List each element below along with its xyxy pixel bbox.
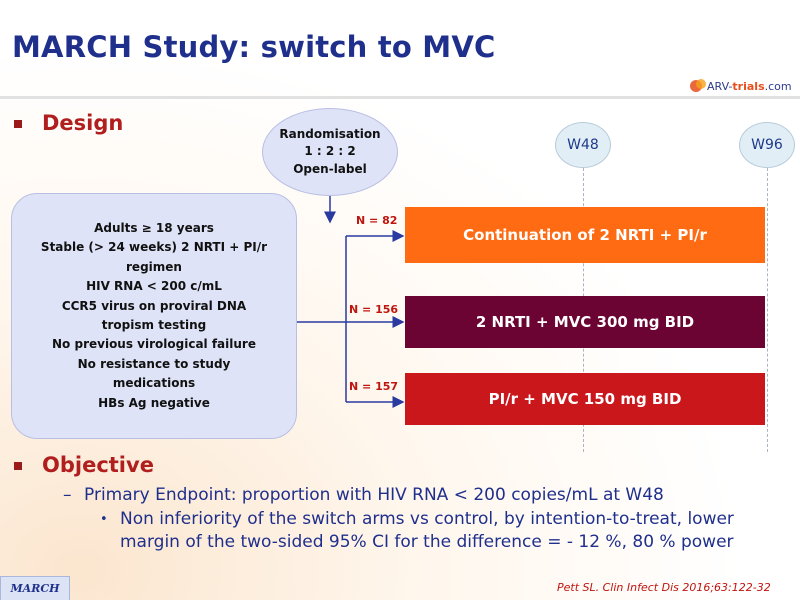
study-tag: MARCH	[0, 576, 70, 600]
randomisation-label: Randomisation	[279, 126, 381, 141]
eligibility-line: HIV RNA < 200 c/mL	[86, 279, 222, 294]
eligibility-line: Stable (> 24 weeks) 2 NRTI + PI/r	[40, 240, 268, 255]
detail-bullet-icon: •	[100, 512, 108, 527]
arm-2-n: N = 156	[349, 303, 399, 316]
logo-text: ARV-trials.com	[707, 80, 792, 93]
eligibility-line: Adults ≥ 18 years	[94, 220, 214, 235]
eligibility-line: tropism testing	[101, 318, 207, 332]
design-heading: Design	[42, 111, 124, 135]
randomisation-ellipse: Randomisation 1 : 2 : 2 Open-label	[262, 108, 398, 196]
eligibility-line: No previous virological failure	[52, 337, 256, 352]
slide-title: MARCH Study: switch to MVC	[12, 30, 496, 64]
w48-marker: W48	[555, 122, 611, 168]
eligibility-line: HBs Ag negative	[98, 395, 210, 410]
w96-marker: W96	[739, 122, 795, 168]
primary-dash: –	[63, 485, 72, 505]
arm-1-box: Continuation of 2 NRTI + PI/r	[405, 207, 765, 263]
randomisation-ratio: 1 : 2 : 2	[304, 144, 356, 159]
eligibility-line: regimen	[126, 259, 182, 274]
randomisation-openlabel: Open-label	[293, 161, 367, 176]
eligibility-line: CCR5 virus on proviral DNA	[61, 298, 247, 313]
eligibility-line: medications	[112, 376, 196, 391]
objective-heading: Objective	[42, 453, 154, 477]
eligibility-box: Adults ≥ 18 years Stable (> 24 weeks) 2 …	[11, 193, 297, 439]
objective-bullet-icon	[14, 462, 22, 470]
arv-trials-logo-icon	[690, 79, 706, 92]
arm-3-n: N = 157	[349, 380, 399, 393]
design-bullet-icon	[14, 120, 22, 128]
title-divider	[0, 96, 800, 99]
objective-detail: Non inferiority of the switch arms vs co…	[120, 509, 734, 552]
primary-endpoint: Primary Endpoint: proportion with HIV RN…	[84, 485, 664, 505]
w96-timeline	[767, 168, 768, 452]
arm-2-box: 2 NRTI + MVC 300 mg BID	[405, 296, 765, 348]
citation: Pett SL. Clin Infect Dis 2016;63:122-32	[557, 581, 771, 594]
eligibility-line: No resistance to study	[77, 356, 231, 371]
arm-1-n: N = 82	[356, 214, 398, 227]
arm-3-box: PI/r + MVC 150 mg BID	[405, 373, 765, 425]
